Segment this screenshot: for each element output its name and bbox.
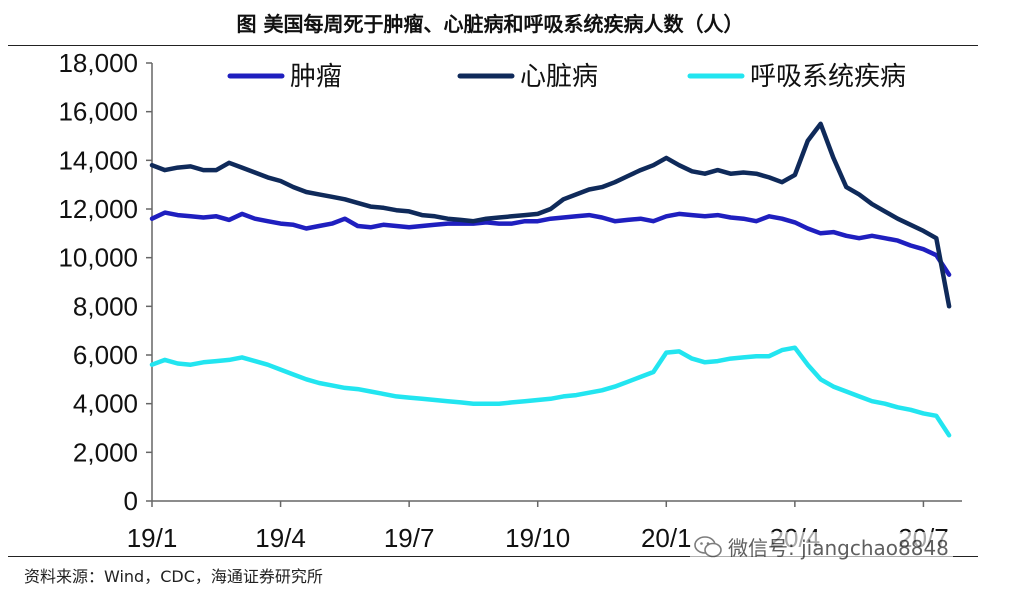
chart-axes — [151, 63, 962, 502]
legend-label: 肿瘤 — [290, 62, 342, 92]
series-line-3 — [149, 345, 952, 438]
top-rule — [8, 45, 978, 46]
y-tick-label: 12,000 — [58, 194, 138, 224]
y-tick-label: 14,000 — [58, 145, 138, 175]
wechat-icon — [694, 536, 722, 558]
watermark: 微信号: jiangchao8848 — [690, 532, 953, 568]
chart-series — [149, 121, 952, 438]
bottom-rule — [8, 556, 978, 557]
source-note: 资料来源：Wind，CDC，海通证券研究所 — [24, 567, 323, 586]
watermark-text: 微信号: jiangchao8848 — [728, 536, 949, 560]
y-tick-label: 2,000 — [73, 437, 138, 467]
y-tick-label: 4,000 — [73, 389, 138, 419]
x-tick-label: 19/10 — [505, 523, 570, 553]
y-axis-ticks: 0 2,000 4,000 6,000 8,000 10,000 12,000 14,000 1… — [58, 48, 152, 516]
y-tick-label: 0 — [124, 486, 138, 516]
y-tick-label: 6,000 — [73, 340, 138, 370]
chart-title: 图 美国每周死于肿瘤、心脏病和呼吸系统疾病人数（人） — [236, 12, 744, 36]
y-tick-label: 8,000 — [73, 291, 138, 321]
x-tick-label: 20/1 — [641, 523, 692, 553]
y-tick-label: 16,000 — [58, 97, 138, 127]
chart-legend: 肿瘤 心脏病 呼吸系统疾病 — [227, 62, 906, 92]
x-tick-label: 19/1 — [127, 523, 178, 553]
x-tick-label: 19/7 — [384, 523, 435, 553]
series-line-2 — [149, 121, 952, 309]
line-chart: 0 2,000 4,000 6,000 8,000 10,000 12,000 14,000 1… — [58, 48, 962, 553]
y-tick-label: 10,000 — [58, 243, 138, 273]
x-tick-label: 19/4 — [255, 523, 306, 553]
legend-label: 心脏病 — [520, 62, 598, 92]
series-line-1 — [149, 210, 952, 277]
y-tick-label: 18,000 — [58, 48, 138, 78]
legend-label: 呼吸系统疾病 — [750, 62, 906, 92]
